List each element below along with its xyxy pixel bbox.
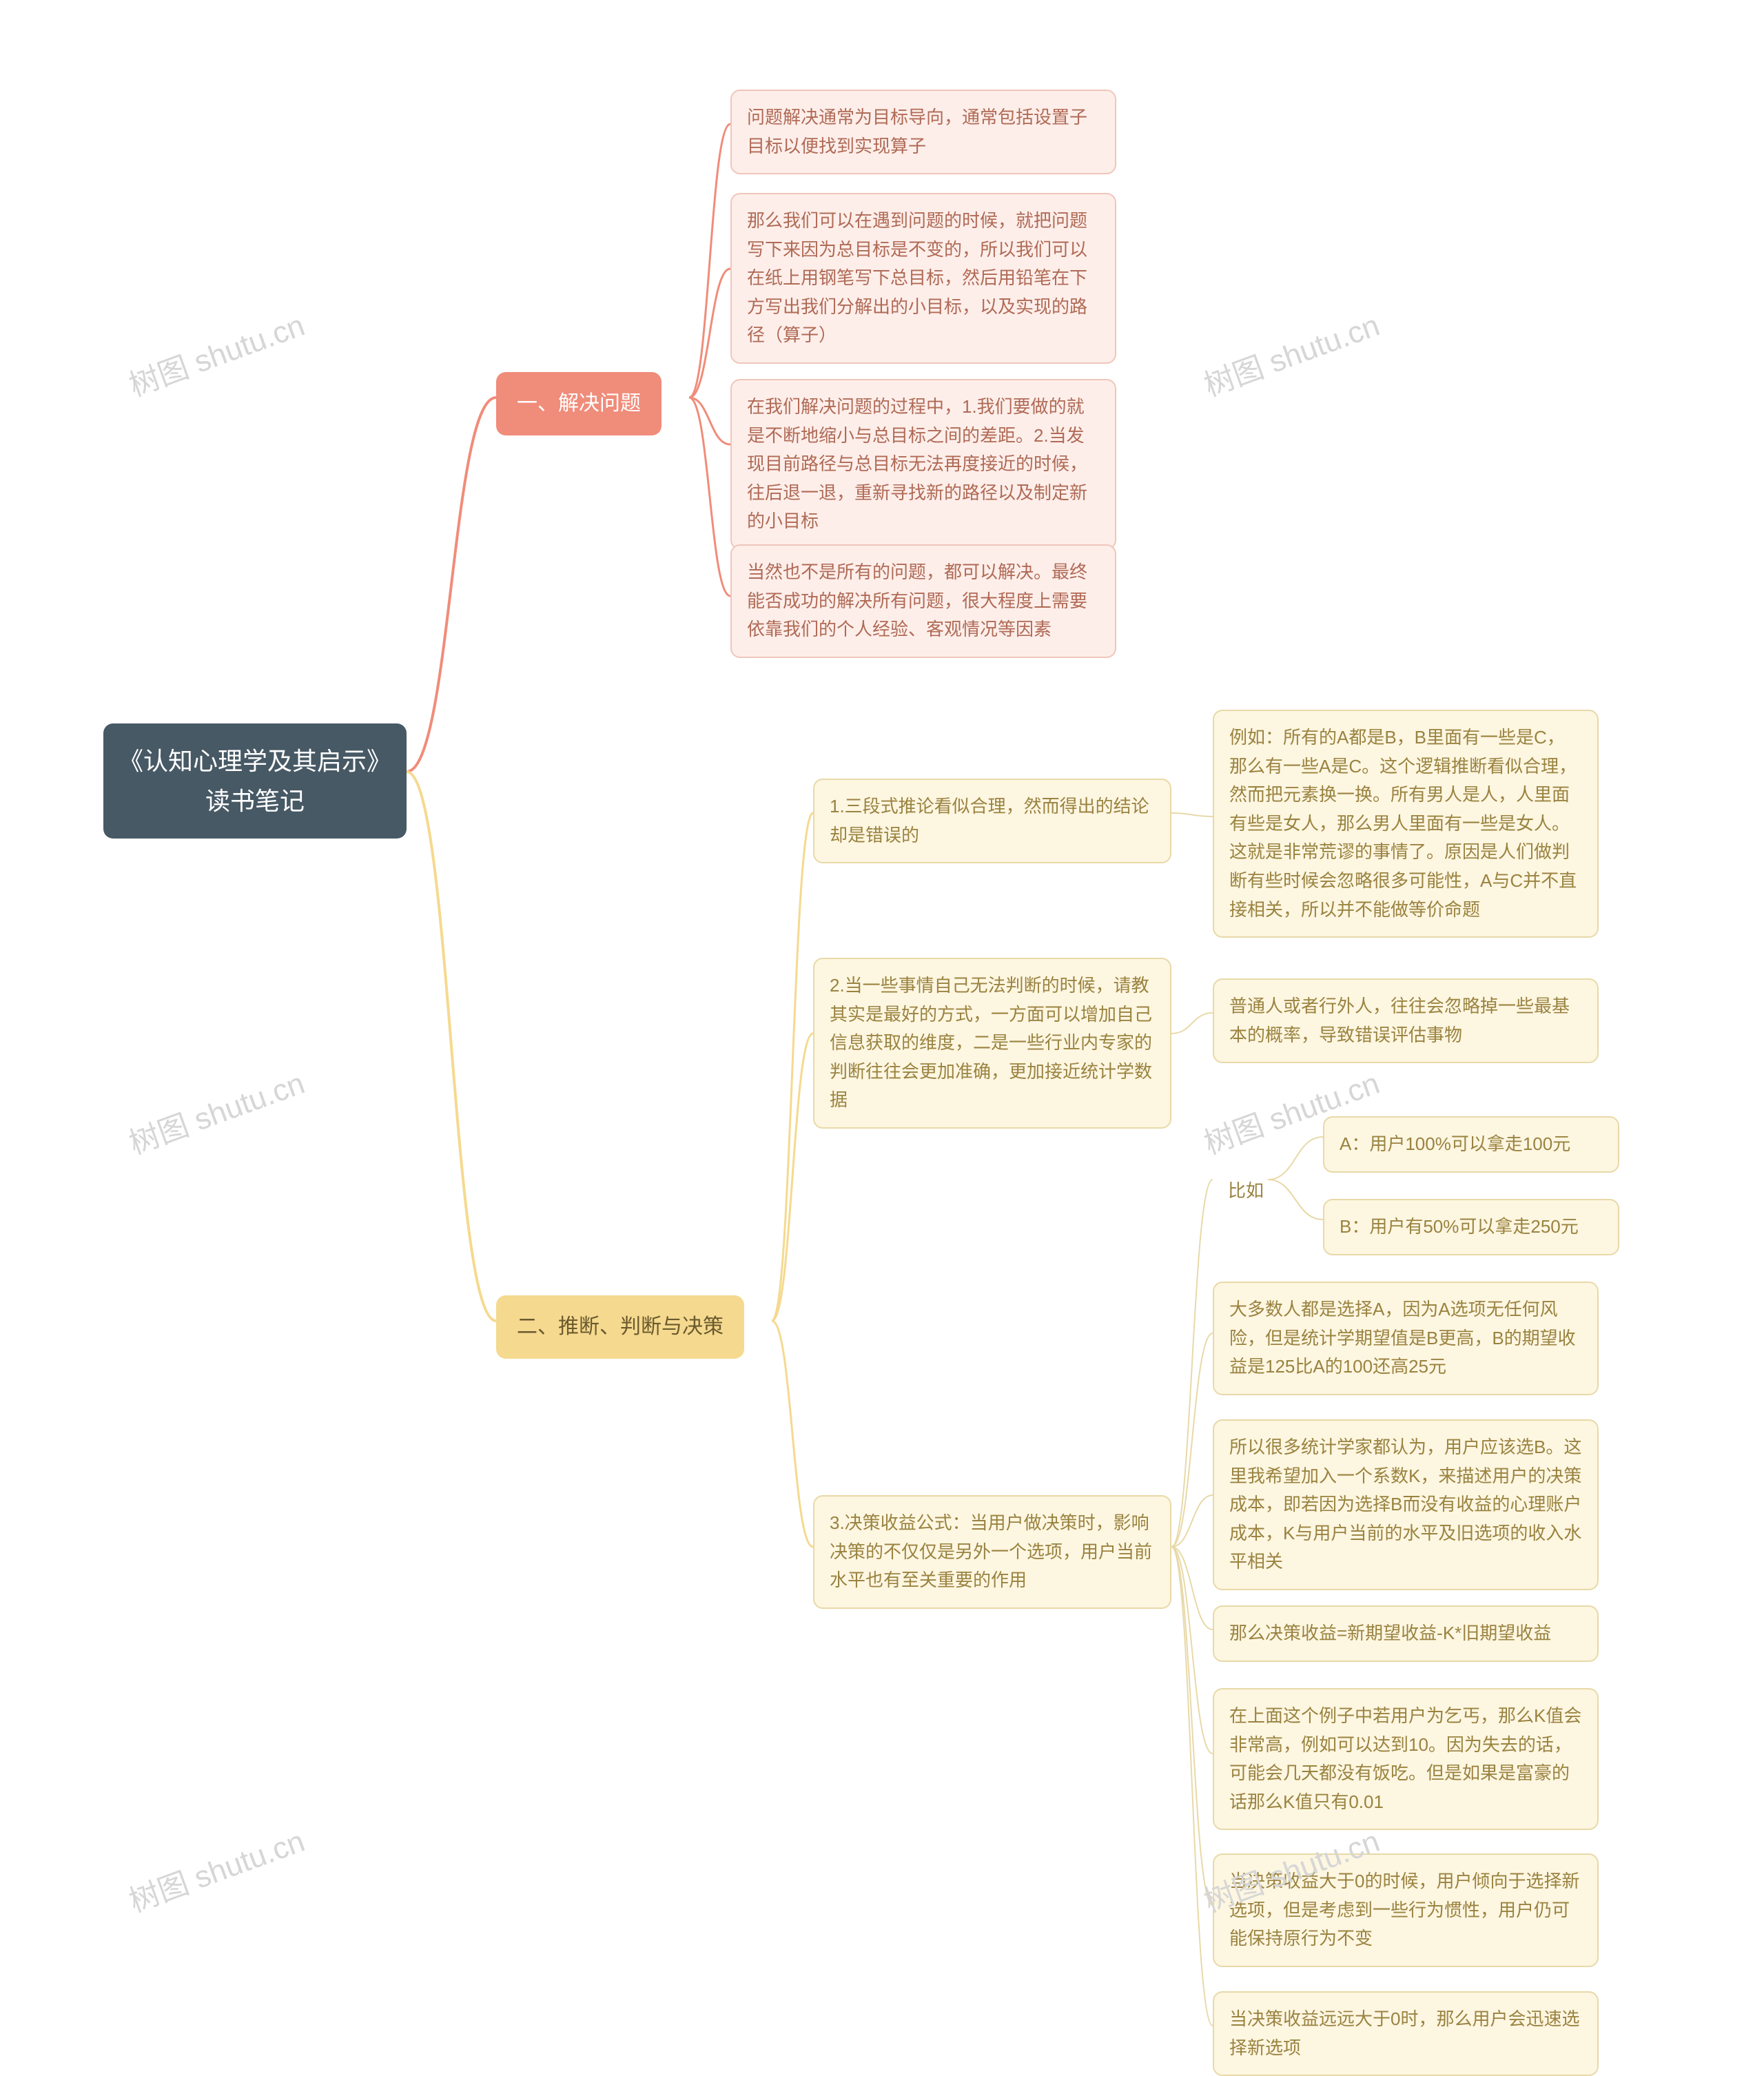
b2-sub2-detail: 普通人或者行外人，往往会忽略掉一些最基本的概率，导致错误评估事物 — [1213, 978, 1599, 1063]
b2-sub3-detail-5: 当决策收益远远大于0时，那么用户会迅速选择新选项 — [1213, 1991, 1599, 2076]
optA-text: A：用户100%可以拿走100元 — [1340, 1133, 1570, 1154]
b1-leaf-0: 问题解决通常为目标导向，通常包括设置子目标以便找到实现算子 — [730, 90, 1116, 174]
b2-sub3-detail-0: 大多数人都是选择A，因为A选项无任何风险，但是统计学期望值是B更高，B的期望收益… — [1213, 1282, 1599, 1395]
b1-leaf-2: 在我们解决问题的过程中，1.我们要做的就是不断地缩小与总目标之间的差距。2.当发… — [730, 379, 1116, 550]
b2-sub3-detail-1: 所以很多统计学家都认为，用户应该选B。这里我希望加入一个系数K，来描述用户的决策… — [1213, 1419, 1599, 1590]
b2-sub2: 2.当一些事情自己无法判断的时候，请教其实是最好的方式，一方面可以增加自己信息获… — [813, 958, 1171, 1129]
b2-sub3-bihao: 比如 — [1213, 1164, 1279, 1218]
branch-2: 二、推断、判断与决策 — [496, 1295, 744, 1359]
watermark-0: 树图 shutu.cn — [122, 300, 309, 404]
branch-1: 一、解决问题 — [496, 372, 662, 435]
watermark-4: 树图 shutu.cn — [122, 1816, 309, 1920]
root-title-2: 读书笔记 — [119, 781, 391, 821]
b2-sub1-label: 1.三段式推论看似合理，然而得出的结论却是错误的 — [830, 796, 1149, 845]
b2-sub1-detail-text: 例如：所有的A都是B，B里面有一些是C，那么有一些A是C。这个逻辑推断看似合理，… — [1229, 727, 1577, 920]
bihao-text: 比如 — [1228, 1180, 1264, 1201]
b2-sub3-optA: A：用户100%可以拿走100元 — [1323, 1116, 1619, 1173]
b2-sub3-detail-4: 当决策收益大于0的时候，用户倾向于选择新选项，但是考虑到一些行为惯性，用户仍可能… — [1213, 1853, 1599, 1967]
branch-2-label: 二、推断、判断与决策 — [517, 1315, 724, 1338]
root-title-1: 《认知心理学及其启示》 — [119, 741, 391, 781]
optB-text: B：用户有50%可以拿走250元 — [1340, 1216, 1579, 1237]
b2-sub1: 1.三段式推论看似合理，然而得出的结论却是错误的 — [813, 779, 1171, 863]
b2-sub3-optB: B：用户有50%可以拿走250元 — [1323, 1199, 1619, 1255]
b2-sub1-detail: 例如：所有的A都是B，B里面有一些是C，那么有一些A是C。这个逻辑推断看似合理，… — [1213, 710, 1599, 938]
b2-sub2-detail-text: 普通人或者行外人，往往会忽略掉一些最基本的概率，导致错误评估事物 — [1229, 996, 1570, 1045]
b1-leaf-1: 那么我们可以在遇到问题的时候，就把问题写下来因为总目标是不变的，所以我们可以在纸… — [730, 193, 1116, 364]
b2-sub3-label: 3.决策收益公式：当用户做决策时，影响决策的不仅仅是另外一个选项，用户当前水平也… — [830, 1512, 1152, 1590]
root-node: 《认知心理学及其启示》 读书笔记 — [103, 723, 407, 839]
b2-sub3: 3.决策收益公式：当用户做决策时，影响决策的不仅仅是另外一个选项，用户当前水平也… — [813, 1495, 1171, 1609]
watermark-2: 树图 shutu.cn — [122, 1058, 309, 1162]
watermark-1: 树图 shutu.cn — [1197, 300, 1384, 404]
b2-sub3-detail-2: 那么决策收益=新期望收益-K*旧期望收益 — [1213, 1605, 1599, 1662]
b2-sub3-detail-3: 在上面这个例子中若用户为乞丐，那么K值会非常高，例如可以达到10。因为失去的话，… — [1213, 1688, 1599, 1830]
b1-leaf-3: 当然也不是所有的问题，都可以解决。最终能否成功的解决所有问题，很大程度上需要依靠… — [730, 544, 1116, 658]
b2-sub2-label: 2.当一些事情自己无法判断的时候，请教其实是最好的方式，一方面可以增加自己信息获… — [830, 975, 1152, 1110]
branch-1-label: 一、解决问题 — [517, 392, 641, 415]
